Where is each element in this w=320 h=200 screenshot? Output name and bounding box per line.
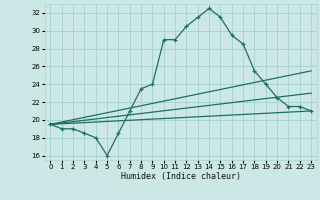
X-axis label: Humidex (Indice chaleur): Humidex (Indice chaleur) xyxy=(121,172,241,181)
